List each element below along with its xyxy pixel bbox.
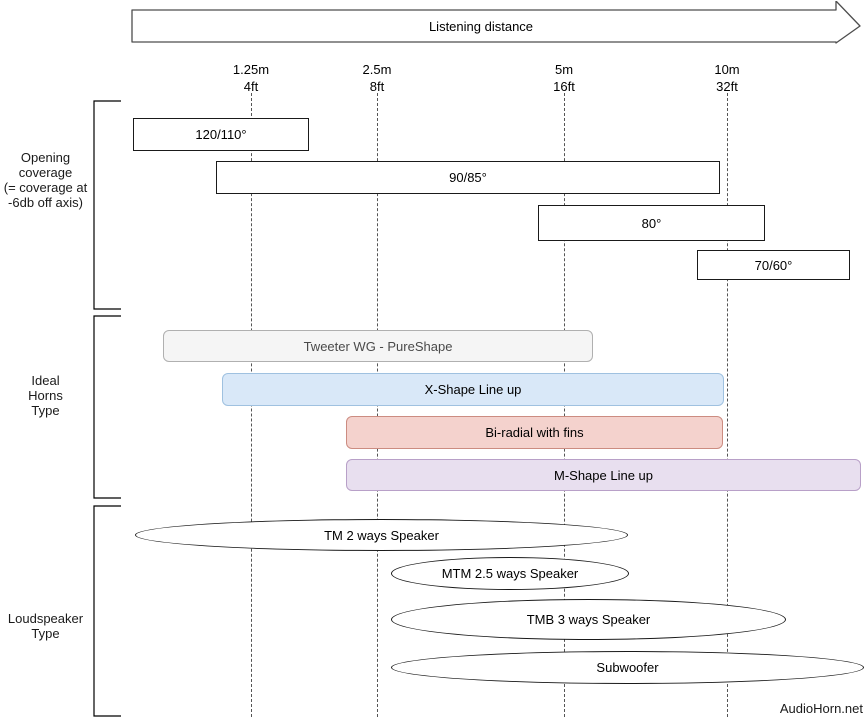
svg-text:Listening distance: Listening distance xyxy=(429,19,533,34)
